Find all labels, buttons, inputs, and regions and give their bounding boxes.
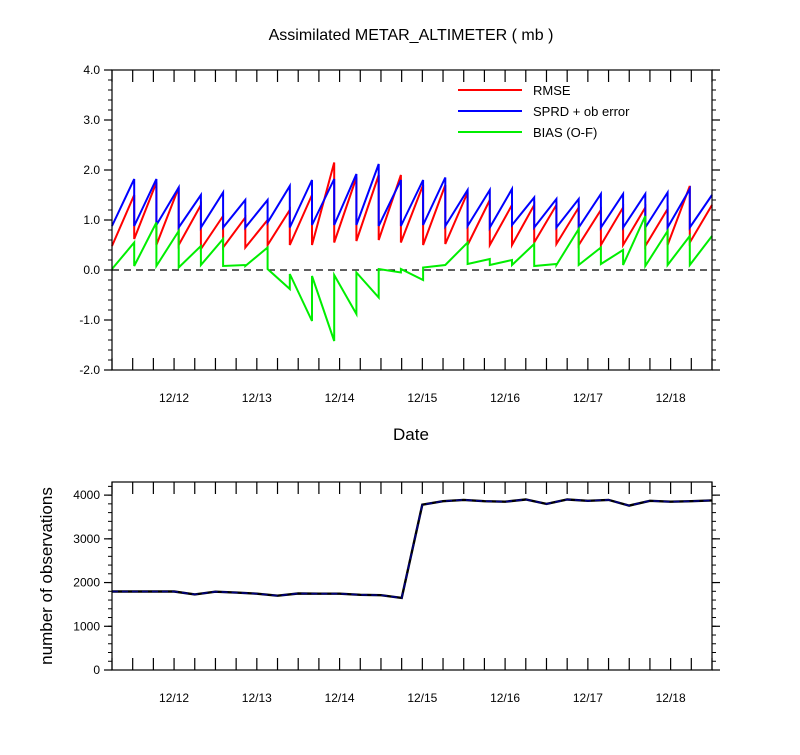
series-line	[112, 500, 712, 598]
top-x-tick-label: 12/13	[242, 391, 272, 405]
bottom-x-tick-label: 12/16	[490, 691, 520, 705]
bottom-axis-group: 12/12 12/13 12/14 12/15 12/16 12/17 12/18 0 1000…	[73, 482, 720, 705]
top-series-group	[112, 162, 712, 341]
top-y-tick-label: 0.0	[83, 263, 100, 277]
series-bias	[112, 216, 712, 341]
y-axis-title-observations: number of observations	[37, 487, 56, 665]
top-x-tick-label: 12/18	[656, 391, 686, 405]
top-x-tick-label: 12/16	[490, 391, 520, 405]
series-sprd	[112, 164, 712, 228]
series-line	[112, 163, 712, 250]
bottom-series-group	[112, 499, 712, 597]
bottom-y-tick-label: 1000	[73, 619, 100, 633]
bottom-x-tick-label: 12/14	[325, 691, 355, 705]
top-x-tick-label: 12/12	[159, 391, 189, 405]
top-y-tick-label: -1.0	[79, 313, 100, 327]
top-y-tick-label: 2.0	[83, 163, 100, 177]
bottom-x-tick-label: 12/15	[407, 691, 437, 705]
legend-label: RMSE	[533, 83, 571, 98]
series-line	[112, 164, 712, 228]
bottom-x-tick-label: 12/12	[159, 691, 189, 705]
top-y-tick-label: 4.0	[83, 63, 100, 77]
top-x-tick-label: 12/14	[325, 391, 355, 405]
series-observations	[112, 499, 712, 597]
top-y-tick-label: 1.0	[83, 213, 100, 227]
legend-label: BIAS (O-F)	[533, 125, 597, 140]
bottom-x-tick-label: 12/13	[242, 691, 272, 705]
bottom-y-tick-label: 3000	[73, 532, 100, 546]
chart-title: Assimilated METAR_ALTIMETER ( mb )	[269, 27, 554, 44]
bottom-y-tick-label: 2000	[73, 576, 100, 590]
bottom-x-tick-label: 12/17	[573, 691, 603, 705]
top-y-tick-label: 3.0	[83, 113, 100, 127]
bottom-y-tick-label: 4000	[73, 488, 100, 502]
series-line	[112, 216, 712, 341]
top-y-tick-label: -2.0	[79, 363, 100, 377]
top-x-tick-label: 12/17	[573, 391, 603, 405]
bottom-x-tick-label: 12/18	[656, 691, 686, 705]
legend: RMSE SPRD + ob error BIAS (O-F)	[458, 83, 630, 140]
bottom-plot-frame	[112, 482, 712, 670]
bottom-y-tick-label: 0	[93, 663, 100, 677]
x-axis-title: Date	[393, 425, 429, 444]
top-x-tick-label: 12/15	[407, 391, 437, 405]
legend-label: SPRD + ob error	[533, 104, 630, 119]
series-rmse	[112, 162, 712, 249]
